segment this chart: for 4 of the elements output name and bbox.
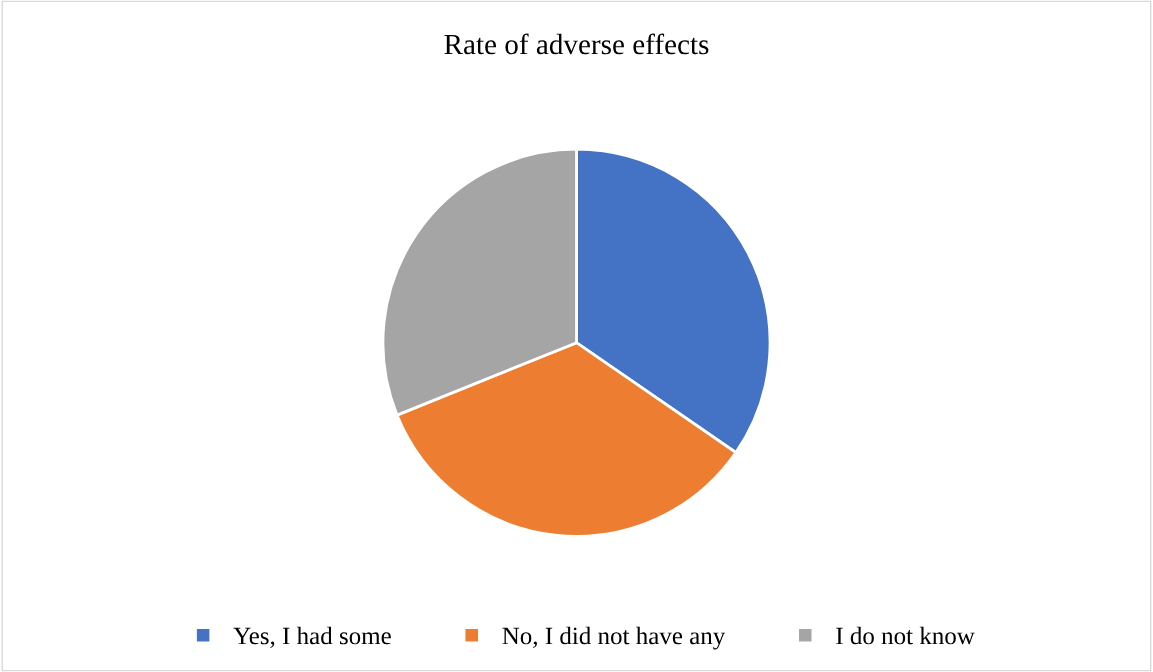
legend-label: I do not know — [836, 626, 975, 645]
legend-label: Yes, I had some — [233, 626, 391, 648]
chart-title: Rate of adverse effects — [444, 33, 709, 55]
legend-label: No, I did not have any — [502, 626, 726, 650]
